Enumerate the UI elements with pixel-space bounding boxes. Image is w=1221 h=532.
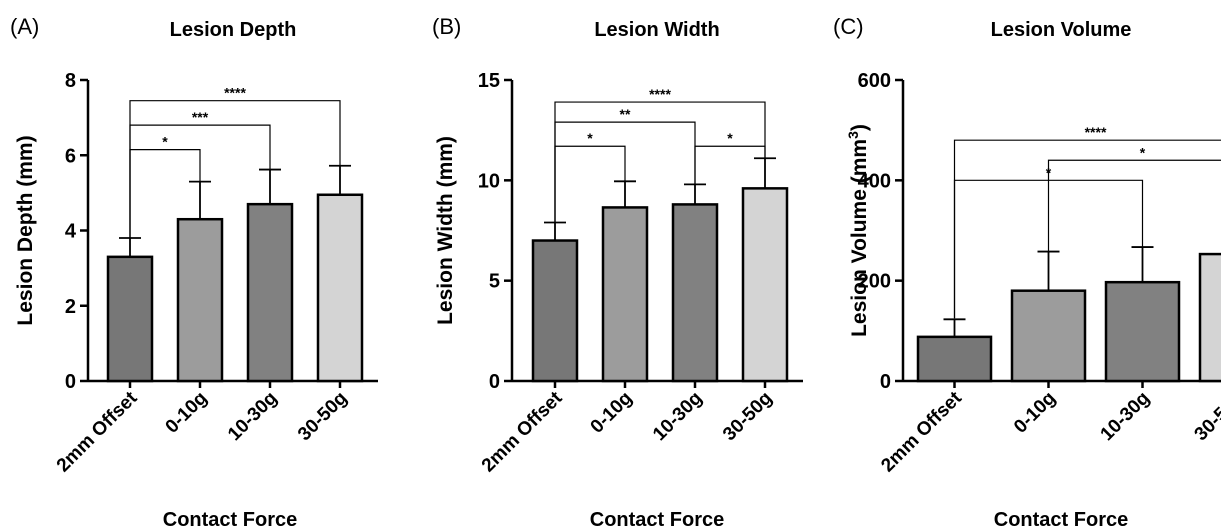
- x-tick-label: 30-50g: [719, 388, 776, 445]
- significance-label: *: [587, 130, 593, 146]
- significance-label: ***: [192, 109, 209, 125]
- x-tick-label: 10-30g: [1097, 388, 1154, 445]
- y-axis-label-close: ): [848, 124, 871, 131]
- x-tick-label: 2mm Offset: [53, 387, 142, 476]
- y-tick-label: 0: [489, 371, 500, 393]
- x-tick-label: 0-10g: [587, 388, 637, 438]
- x-tick-label: 10-30g: [649, 388, 706, 445]
- x-tick-label: 0-10g: [1010, 388, 1060, 438]
- panel-1: (A) Lesion Depth Lesion Depth (mm) 0 2 4 6 8 2mm…: [10, 14, 378, 531]
- significance-bracket: [1047, 159, 1221, 252]
- y-axis-label: Lesion Volume (mm3): [845, 124, 871, 337]
- bar: [176, 217, 224, 383]
- y-tick-label: 5: [489, 271, 500, 293]
- y-tick-label: 0: [65, 371, 76, 393]
- panel-letter: (C): [833, 14, 864, 39]
- significance-label: *: [727, 130, 733, 146]
- significance-label: ****: [649, 86, 671, 102]
- panel-letter: (B): [432, 14, 461, 39]
- x-axis-label: Contact Force: [994, 509, 1128, 531]
- bar: [106, 255, 154, 383]
- x-axis-label: Contact Force: [590, 509, 724, 531]
- y-tick-label: 400: [858, 170, 891, 192]
- x-tick-label: 2mm Offset: [877, 387, 966, 476]
- y-tick-label: 8: [65, 70, 76, 92]
- significance-bracket: [694, 145, 766, 185]
- panel-letter: (A): [10, 14, 39, 39]
- significance-bracket: [554, 101, 766, 223]
- bar: [1198, 252, 1221, 383]
- bar: [531, 239, 579, 383]
- x-axis-label: Contact Force: [163, 509, 297, 531]
- y-tick-label: 15: [478, 70, 500, 92]
- significance-label: ****: [224, 85, 246, 101]
- y-tick-label: 10: [478, 170, 500, 192]
- y-axis-label: Lesion Depth (mm): [14, 135, 37, 325]
- x-tick-label: 0-10g: [162, 388, 212, 438]
- bar: [741, 187, 789, 383]
- significance-bracket: [129, 100, 341, 239]
- y-tick-label: 200: [858, 271, 891, 293]
- significance-label: **: [620, 106, 631, 122]
- panel-3: (C) Lesion Volume Lesion Volume (mm3) 0 200 4…: [833, 14, 1221, 531]
- y-axis-label: Lesion Width (mm): [434, 136, 457, 325]
- significance-label: ****: [1085, 124, 1107, 140]
- bar: [671, 203, 719, 383]
- significance-bracket: [953, 139, 1221, 319]
- bar: [916, 335, 993, 383]
- panel-2: (B) Lesion Width Lesion Width (mm) 0 5 10 15 2m…: [432, 14, 803, 531]
- chart-title: Lesion Width: [594, 19, 719, 41]
- significance-label: *: [1140, 144, 1146, 160]
- x-tick-label: 10-30g: [224, 388, 281, 445]
- y-tick-label: 600: [858, 70, 891, 92]
- bar: [246, 202, 294, 383]
- bar: [316, 193, 364, 383]
- x-tick-label: 30-50g: [294, 388, 351, 445]
- x-tick-label: 30-50g: [1191, 388, 1221, 445]
- bar: [601, 206, 649, 383]
- y-tick-label: 4: [65, 221, 77, 243]
- bar: [1104, 280, 1181, 383]
- y-axis-label-superscript: 3: [845, 131, 861, 139]
- y-tick-label: 6: [65, 145, 76, 167]
- chart-title: Lesion Depth: [170, 19, 297, 41]
- y-tick-label: 0: [880, 371, 891, 393]
- bar: [1010, 289, 1087, 383]
- chart-title: Lesion Volume: [991, 19, 1132, 41]
- significance-label: *: [162, 134, 168, 150]
- x-tick-label: 2mm Offset: [478, 387, 567, 476]
- y-tick-label: 2: [65, 296, 76, 318]
